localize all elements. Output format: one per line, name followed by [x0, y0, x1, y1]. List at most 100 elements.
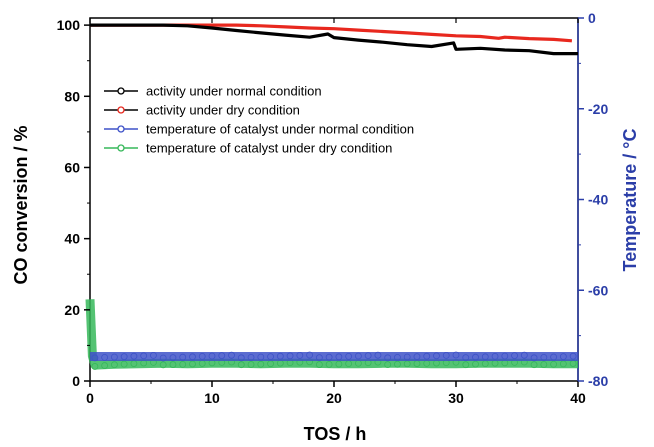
series-temperature-dry-point — [111, 361, 118, 369]
legend-label: temperature of catalyst under dry condit… — [146, 141, 392, 156]
y-tick-label: 20 — [64, 302, 80, 318]
series-temperature-normal-point — [481, 353, 489, 361]
series-temperature-normal-point — [150, 351, 157, 359]
series-temperature-normal-point — [237, 354, 245, 362]
x-axis-title: TOS / h — [304, 424, 367, 444]
series-temperature-normal-point — [179, 353, 187, 361]
series-temperature-dry-point — [472, 360, 479, 368]
series-temperature-normal-point — [189, 353, 196, 361]
series-temperature-normal-point — [306, 351, 314, 359]
series-temperature-normal-point — [491, 352, 499, 360]
series-temperature-normal-point — [169, 354, 177, 361]
series-temperature-normal-point — [520, 351, 528, 359]
series-temperature-normal-point — [569, 352, 577, 360]
series-temperature-normal-point — [433, 352, 440, 360]
series-temperature-dry-point — [335, 360, 343, 368]
series-temperature-dry-point — [237, 361, 245, 369]
series-temperature-normal-point — [501, 352, 509, 360]
series-temperature-dry-point — [550, 360, 557, 368]
y2-tick-label: -20 — [588, 101, 608, 117]
series-activity-dry-line — [90, 23, 573, 43]
series-temperature-normal-point — [286, 352, 294, 360]
series-temperature-normal-point — [550, 353, 557, 361]
x-tick-label: 10 — [204, 390, 220, 406]
x-tick-label: 40 — [570, 390, 586, 406]
legend-label: activity under dry condition — [146, 103, 300, 118]
series-temperature-dry-point — [257, 360, 265, 368]
series-temperature-dry-point — [540, 361, 548, 368]
series-temperature-normal-point — [267, 353, 274, 360]
series-temperature-normal-point — [228, 351, 235, 359]
y2-axis-title: Temperature / °C — [620, 129, 640, 272]
series-temperature-dry-point — [394, 360, 401, 368]
series-temperature-dry-point — [247, 361, 255, 368]
series-temperature-normal-point — [101, 353, 109, 361]
series-temperature-normal-point — [413, 353, 421, 360]
series-temperature-dry-point — [120, 360, 128, 368]
legend-marker — [117, 144, 125, 152]
series-temperature-dry-point — [325, 360, 333, 368]
y2-tick-label: 0 — [588, 10, 596, 26]
series-temperature-normal-point — [120, 353, 128, 360]
y-axis-title: CO conversion / % — [11, 125, 31, 284]
series-temperature-normal-point — [384, 354, 392, 362]
series-temperature-normal-point — [335, 353, 343, 361]
series-temperature-normal-point — [530, 354, 538, 362]
series-temperature-normal-point — [198, 352, 206, 360]
series-temperature-normal-point — [559, 353, 567, 360]
series-activity-normal-line — [90, 23, 578, 56]
series-temperature-normal-point — [218, 352, 226, 359]
series-temperature-dry-point — [462, 361, 470, 369]
plot-area — [89, 17, 579, 382]
series-temperature-normal-point — [394, 353, 401, 361]
series-temperature-normal-point — [423, 352, 431, 360]
series-temperature-normal-point — [540, 353, 548, 361]
series-temperature-dry-point — [384, 361, 392, 369]
x-tick-label: 20 — [326, 390, 342, 406]
series-temperature-normal-point — [208, 352, 216, 360]
series-temperature-normal-point — [325, 353, 333, 361]
y-tick-label: 60 — [64, 159, 80, 175]
x-tick-label: 30 — [448, 390, 464, 406]
series-temperature-normal-point — [91, 354, 99, 362]
series-temperature-dry-point — [101, 362, 109, 369]
y-tick-label: 0 — [72, 373, 80, 389]
series-temperature-normal-point — [403, 353, 411, 361]
series-temperature-normal-point — [345, 352, 353, 360]
series-temperature-normal-point — [472, 353, 479, 361]
y2-tick-label: -40 — [588, 192, 608, 208]
legend-marker — [117, 106, 125, 114]
y-tick-label: 80 — [64, 88, 80, 104]
series-temperature-normal-point — [442, 351, 450, 359]
series-temperature-normal-point — [130, 352, 138, 360]
y-tick-label: 40 — [64, 231, 80, 247]
series-temperature-normal-point — [354, 352, 362, 360]
series-temperature-dry-point — [91, 363, 99, 370]
legend-marker — [117, 125, 125, 133]
series-temperature-normal-point — [364, 352, 372, 359]
series-temperature-normal-point — [276, 352, 284, 360]
series-temperature-normal-point — [111, 353, 118, 361]
series-temperature-normal-point — [296, 351, 304, 359]
y2-tick-label: -60 — [588, 282, 608, 298]
series-temperature-dry-point — [169, 361, 177, 368]
legend-marker — [117, 87, 125, 95]
series-temperature-normal-point — [315, 354, 323, 361]
series-temperature-dry-point — [159, 361, 167, 369]
legend-label: temperature of catalyst under normal con… — [146, 122, 414, 137]
series-temperature-dry-point — [179, 360, 187, 368]
series-temperature-normal-point — [511, 352, 518, 359]
series-temperature-normal-point — [374, 351, 382, 359]
series-temperature-normal-point — [462, 354, 470, 361]
y-tick-label: 100 — [57, 17, 81, 33]
series-temperature-normal-point — [140, 352, 148, 360]
series-temperature-normal-point — [247, 353, 255, 361]
series-temperature-normal-point — [452, 351, 460, 359]
legend-label: activity under normal condition — [146, 84, 322, 99]
series-temperature-dry-point — [315, 361, 323, 368]
y2-tick-label: -80 — [588, 373, 608, 389]
x-tick-label: 0 — [86, 390, 94, 406]
series-temperature-dry-point — [530, 361, 538, 369]
series-temperature-normal-point — [257, 353, 265, 361]
